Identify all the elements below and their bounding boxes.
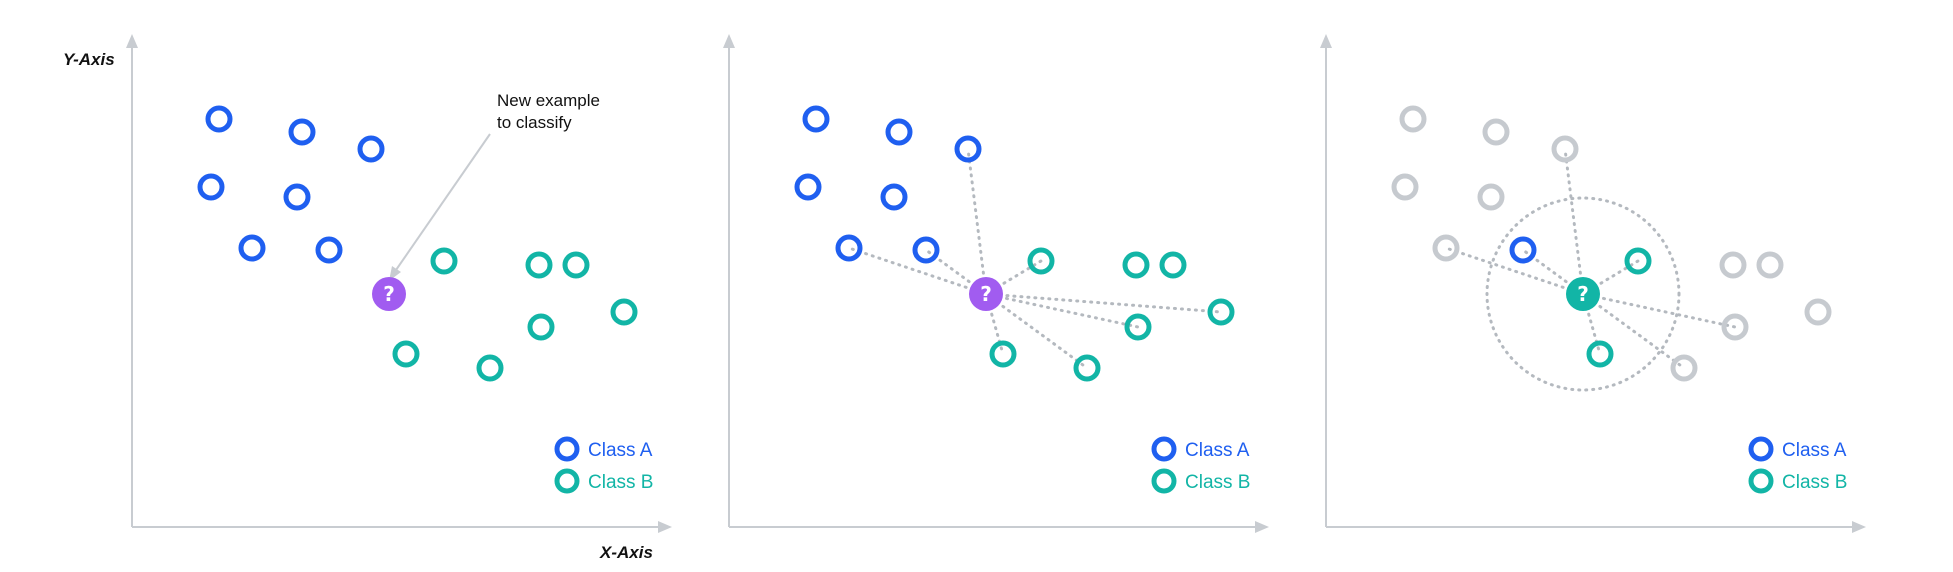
annotation-arrowhead [389,266,401,281]
class-a-point [238,234,266,262]
class-a-point [794,173,822,201]
annotation-line-2: to classify [497,113,572,132]
class-b-point [562,251,590,279]
class-a-point [205,105,233,133]
y-axis-title: Y-Axis [63,50,115,69]
class-a-point [880,183,908,211]
class-b-point [476,354,504,382]
class-b-point [1027,247,1055,275]
class-a-point [1391,173,1419,201]
distance-link [1581,292,1737,329]
distance-link [1444,246,1585,296]
legend-class-b-marker [1151,468,1177,494]
legend-class-a-label: Class A [1782,440,1847,461]
class-a-point [1477,183,1505,211]
panel-1: Y-Axis X-Axis New example to classify ? … [63,34,672,562]
class-a-point [315,236,343,264]
distance-link [1581,292,1686,370]
legend-class-b-marker [1748,468,1774,494]
points: ? [1391,105,1832,382]
x-axis-title: X-Axis [599,543,653,562]
y-axis-arrow [126,34,138,48]
class-b-point [1124,313,1152,341]
legend: Class A Class B [554,436,653,494]
legend-class-a-label: Class A [1185,440,1250,461]
query-point [969,277,1003,311]
class-a-point [912,236,940,264]
x-axis-arrow [1852,521,1866,533]
class-a-point [885,118,913,146]
y-axis-arrow [1320,34,1332,48]
class-b-point [1719,251,1747,279]
class-a-point [288,118,316,146]
class-b-point [525,251,553,279]
class-b-point [1756,251,1784,279]
distance-link [966,147,988,296]
class-b-point [1073,354,1101,382]
distance-links [1444,147,1737,370]
class-a-point [802,105,830,133]
class-b-point [1159,251,1187,279]
query-mark-icon: ? [980,282,992,306]
class-b-point [527,313,555,341]
x-axis-arrow [1255,521,1269,533]
legend-class-b-label: Class B [588,472,653,493]
query-point [1566,277,1600,311]
distance-link [984,292,1089,370]
class-b-point [610,298,638,326]
panel-3: ? Class A Class B [1320,34,1866,533]
legend-class-a-marker [554,436,580,462]
class-b-point [392,340,420,368]
legend-class-b-label: Class B [1782,472,1847,493]
legend-class-a-marker [1748,436,1774,462]
neighborhood-radius [1485,196,1681,392]
class-b-point [1207,298,1235,326]
class-a-point [197,173,225,201]
legend-class-b-label: Class B [1185,472,1250,493]
class-b-point [1586,340,1614,368]
distance-link [847,246,988,296]
class-a-point [954,135,982,163]
legend-class-a-marker [1151,436,1177,462]
y-axis-arrow [723,34,735,48]
legend-class-a-label: Class A [588,440,653,461]
class-b-point [1122,251,1150,279]
distance-link [1563,147,1585,296]
legend-class-b-marker [554,468,580,494]
class-b-point [1804,298,1832,326]
distance-link [984,292,1140,329]
class-b-point [1670,354,1698,382]
class-a-point [283,183,311,211]
class-b-point [430,247,458,275]
legend: Class A Class B [1748,436,1847,494]
class-a-point [1482,118,1510,146]
x-axis-arrow [658,521,672,533]
distance-link [984,292,1223,314]
class-a-point [1551,135,1579,163]
class-a-point [1432,234,1460,262]
class-a-point [1509,236,1537,264]
class-a-point [1399,105,1427,133]
class-b-point [1721,313,1749,341]
annotation-line-1: New example [497,91,600,110]
query-point [372,277,406,311]
annotation-arrow [395,133,491,271]
class-b-point [989,340,1017,368]
points: ? [794,105,1235,382]
query-mark-icon: ? [383,282,395,306]
panel-2: ? Class A Class B [723,34,1269,533]
points: ? [197,105,638,382]
query-mark-icon: ? [1577,282,1589,306]
legend: Class A Class B [1151,436,1250,494]
class-a-point [835,234,863,262]
class-a-point [357,135,385,163]
class-b-point [1624,247,1652,275]
